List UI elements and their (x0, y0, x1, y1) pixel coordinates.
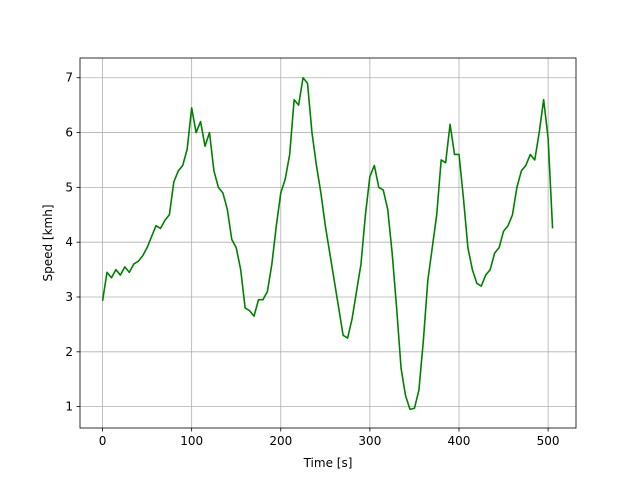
x-tick-label: 100 (180, 434, 203, 448)
y-tick-label: 3 (65, 290, 73, 304)
x-tick-label: 300 (358, 434, 381, 448)
y-tick-label: 4 (65, 235, 73, 249)
x-tick-label: 0 (99, 434, 107, 448)
y-tick-label: 6 (65, 126, 73, 140)
y-tick-label: 1 (65, 400, 73, 414)
y-tick-label: 5 (65, 180, 73, 194)
plot-frame (79, 57, 577, 429)
x-axis-label: Time [s] (303, 456, 353, 470)
x-tick-label: 200 (269, 434, 292, 448)
x-tick-label: 400 (448, 434, 471, 448)
y-tick-label: 7 (65, 71, 73, 85)
y-tick-label: 2 (65, 345, 73, 359)
x-tick-label: 500 (537, 434, 560, 448)
y-axis-label: Speed [kmh] (41, 204, 55, 281)
data-line (101, 76, 554, 411)
